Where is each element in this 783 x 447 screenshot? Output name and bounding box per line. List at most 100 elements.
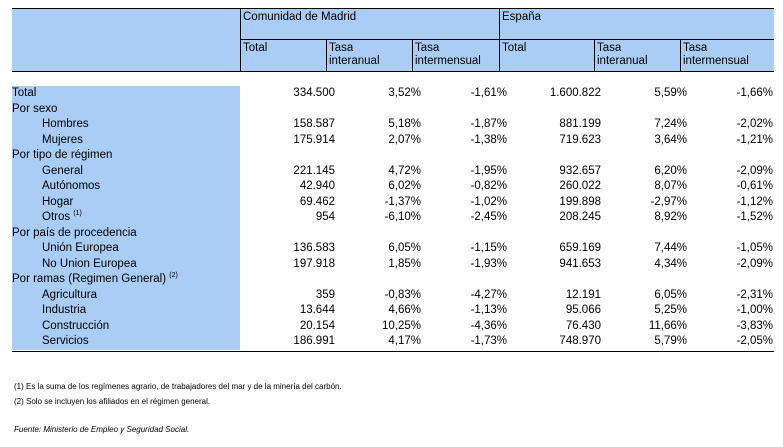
header-madrid-intermensual-1: Tasa	[415, 42, 440, 54]
header-madrid-interanual-1: Tasa	[329, 42, 354, 54]
row-label-text: Por ramas (Regimen General)	[12, 273, 167, 285]
row-value	[687, 148, 773, 164]
row-value: -2,02%	[736, 118, 773, 130]
row-value: 221.145	[293, 164, 335, 177]
table-row: Mujeres 175.914 2,07% -1,38% 719.623 3,64% -1,…	[12, 133, 773, 149]
row-value: -1,02%	[470, 195, 507, 208]
row-value	[421, 148, 507, 164]
row-label: Servicios	[12, 334, 240, 350]
row-label-text: Unión Europea	[42, 242, 119, 254]
row-value	[601, 102, 687, 118]
header-mid-line	[240, 39, 774, 40]
header-sub-vline-3	[594, 39, 595, 72]
footnote-ref: (2)	[169, 272, 178, 280]
row-value	[507, 272, 601, 288]
row-label: Por tipo de régimen	[12, 148, 240, 164]
row-value: 11,66%	[648, 319, 687, 332]
row-value: -0,61%	[736, 180, 773, 192]
row-label-text: Agricultura	[42, 288, 97, 301]
header-bottom-line	[12, 71, 774, 72]
footnote-1: (1) Es la suma de los regímenes agrario,…	[14, 382, 342, 391]
row-value: -1,87%	[470, 118, 507, 130]
header-espana-interanual-2: interanual	[597, 55, 648, 67]
row-value: -1,13%	[470, 304, 507, 316]
row-value: -1,15%	[470, 242, 507, 254]
row-label: Por país de procedencia	[12, 226, 240, 242]
header-espana-intermensual-1: Tasa	[683, 42, 708, 54]
row-value: 334.500	[293, 87, 335, 99]
row-value: 1,85%	[388, 257, 421, 270]
row-label-text: Mujeres	[42, 133, 83, 146]
row-label: General	[12, 164, 240, 180]
table-row: Otros (1) 954 -6,10% -2,45% 208.245 8,92% -1,5…	[12, 210, 773, 226]
row-value: -2,97%	[650, 195, 687, 208]
row-label-text: Hogar	[42, 195, 74, 208]
header-espana-total: Total	[502, 42, 527, 54]
row-value: 881.199	[559, 118, 601, 130]
row-value	[240, 226, 335, 242]
row-value	[335, 148, 421, 164]
row-value: -2,09%	[736, 164, 773, 177]
source-note: Fuente: Ministerio de Empleo y Seguridad…	[14, 425, 190, 434]
row-value: -1,52%	[736, 211, 773, 223]
row-label: Construcción	[12, 319, 240, 335]
header-madrid-interanual-2: interanual	[329, 55, 380, 67]
table-row: No Union Europea 197.918 1,85% -1,93% 941.65…	[12, 257, 773, 273]
row-value: 7,44%	[654, 242, 687, 254]
header-band	[12, 8, 774, 72]
row-value	[601, 272, 687, 288]
row-value: 199.898	[559, 195, 601, 208]
row-label-text: Industria	[42, 304, 87, 316]
row-value: -6,10%	[384, 211, 421, 223]
row-value: -1,95%	[470, 164, 507, 177]
row-value: 136.583	[293, 242, 335, 254]
row-label-text: Por tipo de régimen	[12, 149, 113, 161]
header-sub-vline-4	[680, 39, 681, 72]
row-value: 4,66%	[388, 304, 421, 316]
row-value: 719.623	[559, 133, 601, 146]
header-sub-vline-2	[412, 39, 413, 72]
table-row: Por país de procedencia	[12, 226, 773, 242]
row-value: 69.462	[299, 195, 335, 208]
table-row: Autónomos 42.940 6,02% -0,82% 260.022 8,07% -0…	[12, 179, 773, 195]
header-top-line	[12, 8, 774, 9]
row-label: Agricultura	[12, 288, 240, 304]
table-row: Por ramas (Regimen General) (2)	[12, 272, 773, 288]
row-value: 4,17%	[388, 335, 421, 347]
row-value: 6,20%	[654, 164, 687, 177]
header-group-espana: España	[502, 11, 542, 23]
row-value: -1,37%	[384, 195, 421, 208]
table-row: Hombres 158.587 5,18% -1,87% 881.199 7,24% -2,…	[12, 117, 773, 133]
row-value: -1,61%	[470, 87, 507, 99]
row-value: 3,52%	[388, 87, 421, 99]
footnote-ref: (1)	[73, 210, 82, 218]
row-value: 208.245	[559, 211, 601, 223]
row-value: -1,38%	[470, 133, 507, 146]
row-value: -2,31%	[736, 288, 773, 301]
row-value: 6,05%	[388, 242, 421, 254]
table-row: Por sexo	[12, 102, 773, 118]
row-value: 954	[315, 211, 335, 223]
table-row: Industria 13.644 4,66% -1,13% 95.066 5,25% -1,…	[12, 303, 773, 319]
table-row: General 221.145 4,72% -1,95% 932.657 6,20% -2,…	[12, 164, 773, 180]
row-value	[687, 272, 773, 288]
row-value: 4,72%	[388, 164, 421, 177]
row-value	[687, 102, 773, 118]
row-value: 197.918	[293, 257, 335, 270]
table-row: Servicios 186.991 4,17% -1,73% 748.970 5,79% -…	[12, 334, 773, 350]
row-value: 175.914	[293, 133, 335, 146]
header-espana-intermensual-2: intermensual	[683, 55, 749, 67]
data-table: Total 334.500 3,52% -1,61% 1.600.822 5,59% -1,…	[12, 86, 773, 350]
row-value: -1,66%	[736, 87, 773, 99]
header-madrid-total: Total	[243, 42, 268, 54]
row-value: 8,07%	[654, 180, 687, 192]
row-label: Por ramas (Regimen General) (2)	[12, 272, 240, 288]
row-value: -2,45%	[470, 211, 507, 223]
row-value: 1.600.822	[549, 87, 601, 99]
header-espana-interanual-1: Tasa	[597, 42, 622, 54]
row-value: 7,24%	[654, 118, 687, 130]
header-sub-vline-1	[326, 39, 327, 72]
row-label-text: General	[42, 164, 83, 177]
row-value: 932.657	[559, 164, 601, 177]
row-value	[687, 226, 773, 242]
